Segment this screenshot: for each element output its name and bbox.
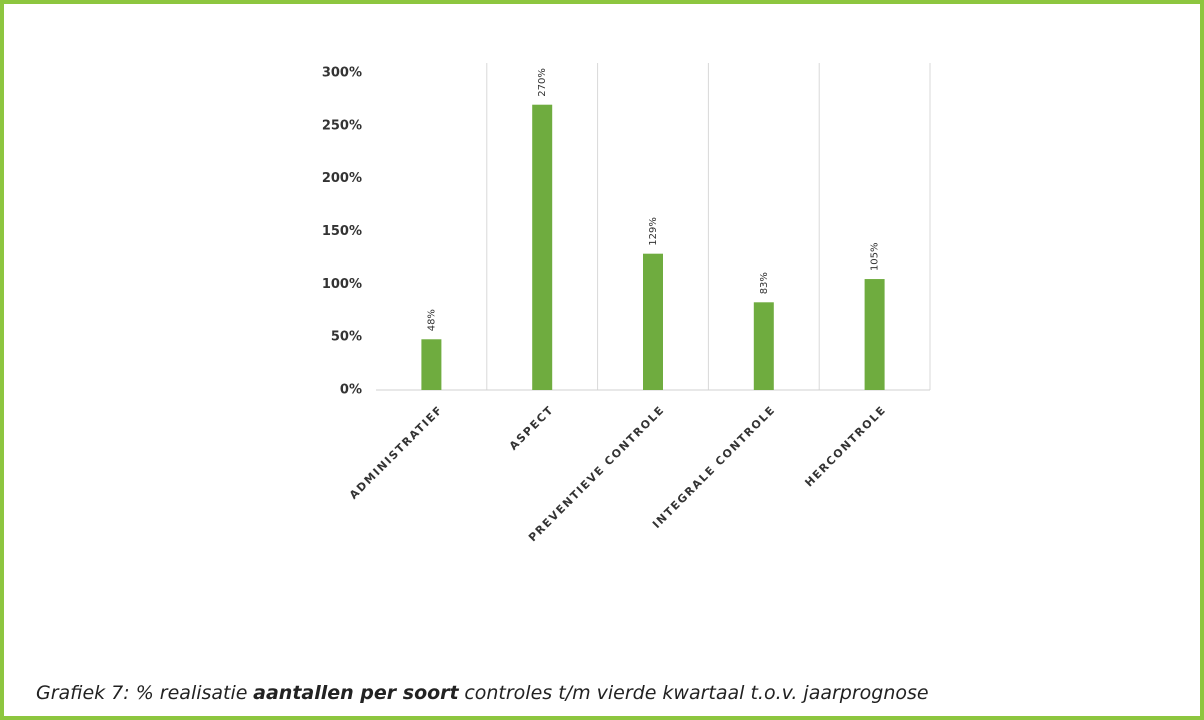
y-tick-label: 150% (322, 224, 362, 239)
caption-text: Grafiek 7: % realisatie (36, 682, 248, 704)
bar (864, 279, 885, 390)
x-tick-label: PREVENTIEVE CONTROLE (526, 403, 667, 544)
value-label: 129% (648, 217, 659, 246)
value-label: 270% (537, 68, 548, 97)
caption-text: controles t/m vierde kwartaal t.o.v. jaa… (464, 682, 929, 704)
caption: Grafiek 7: % realisatie aantallen per soo… (36, 682, 929, 704)
x-tick-label: HERCONTROLE (802, 403, 888, 489)
chart: 0% 50% 100% 150% 200% 250% 300% ADMINISTRATIEF 4… (322, 63, 931, 544)
bar (643, 253, 663, 390)
x-tick-label: INTEGRALE CONTROLE (650, 403, 778, 531)
bar (421, 339, 442, 390)
y-tick-label: 200% (322, 171, 362, 186)
bar (753, 302, 774, 390)
value-label: 83% (759, 272, 770, 294)
y-tick-label: 50% (331, 330, 362, 345)
x-tick-label: ASPECT (507, 403, 557, 453)
y-tick-label: 300% (322, 66, 362, 81)
bar (532, 104, 553, 390)
caption-bold: aantallen per soort (253, 682, 459, 704)
y-tick-label: 100% (322, 277, 362, 292)
value-label: 105% (870, 242, 881, 271)
y-tick-label: 250% (322, 118, 362, 133)
y-tick-label: 0% (340, 383, 362, 398)
value-label: 48% (426, 309, 437, 331)
x-tick-label: ADMINISTRATIEF (347, 403, 446, 502)
